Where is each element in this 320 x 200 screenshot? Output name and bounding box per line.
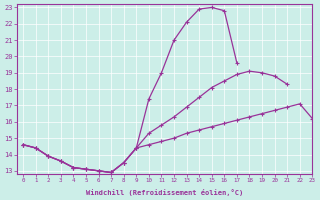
X-axis label: Windchill (Refroidissement éolien,°C): Windchill (Refroidissement éolien,°C) — [86, 189, 243, 196]
